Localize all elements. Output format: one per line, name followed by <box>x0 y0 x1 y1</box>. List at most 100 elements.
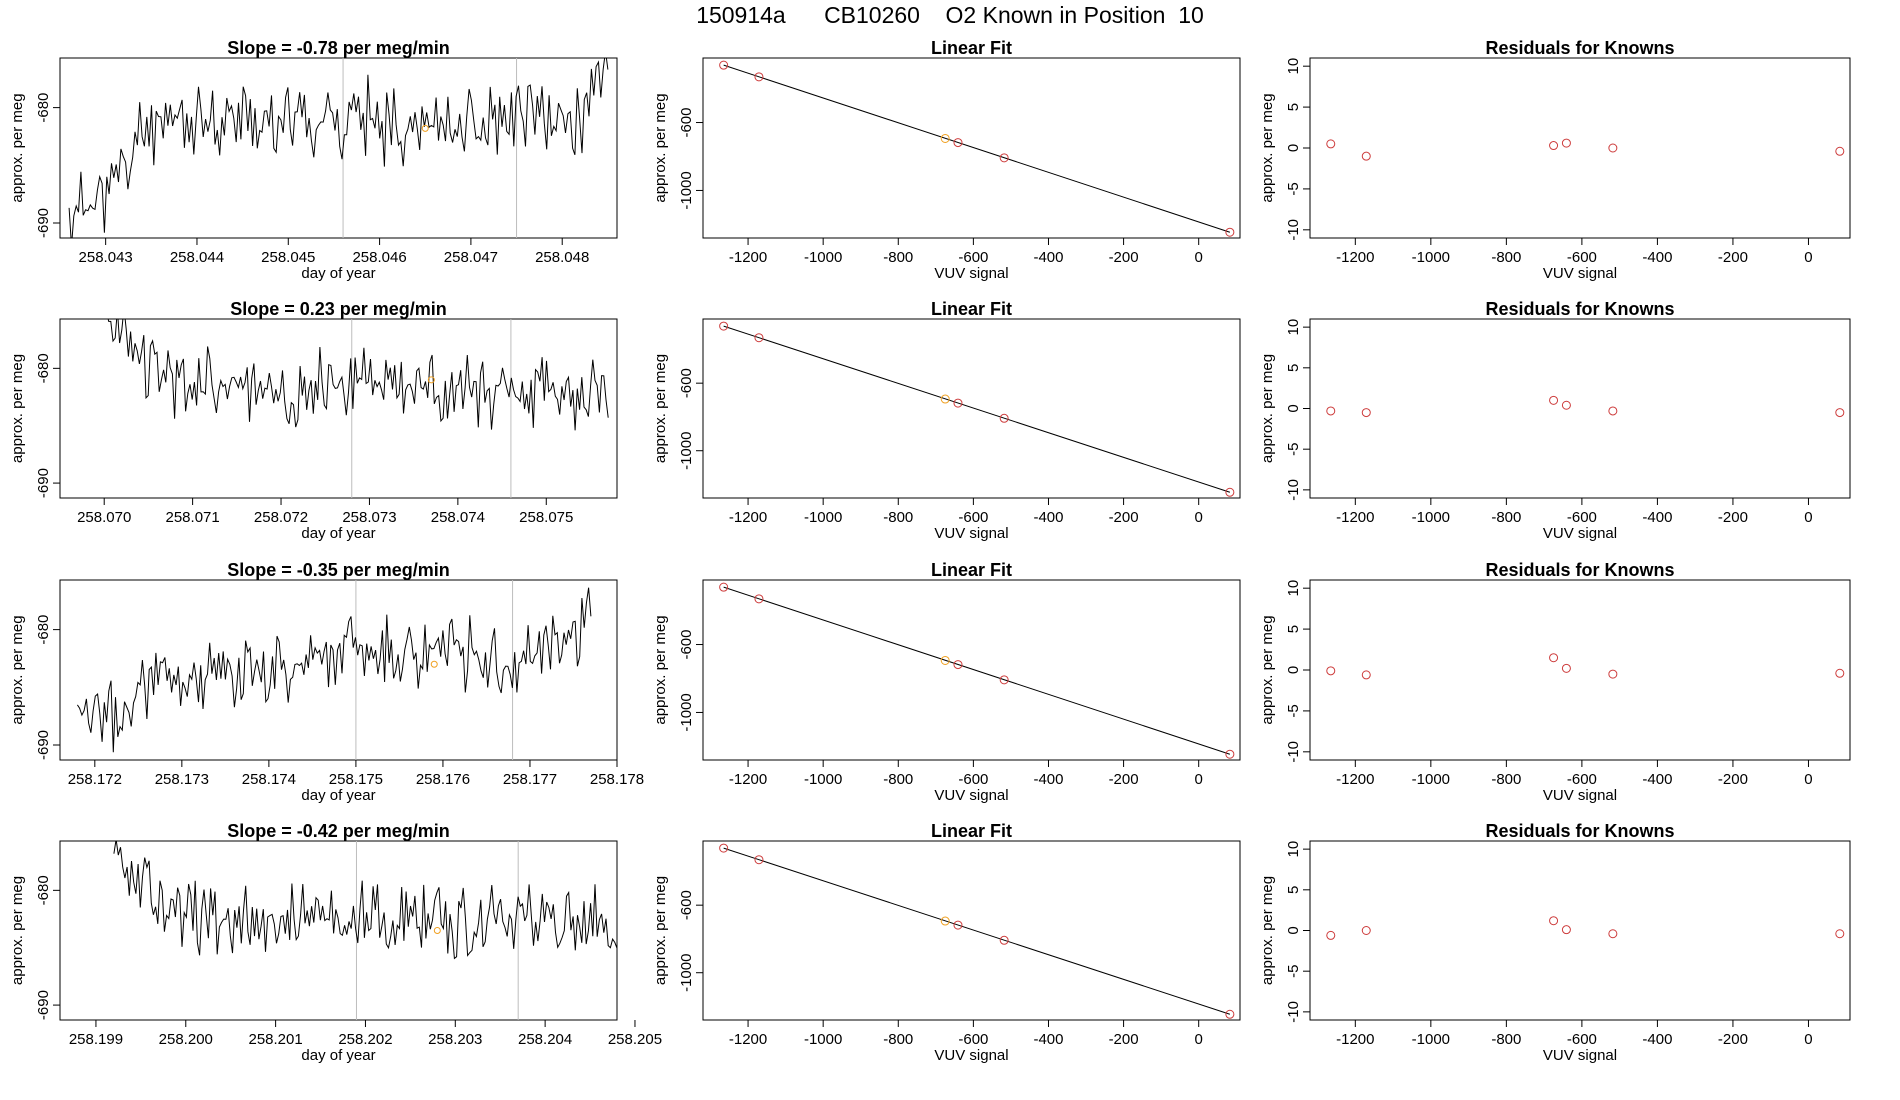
highlight-point <box>940 394 950 404</box>
plot-frame <box>702 579 1241 761</box>
x-tick-label: 0 <box>1195 249 1203 266</box>
y-axis-label: approx. per meg <box>652 354 669 463</box>
known-point <box>953 138 963 148</box>
known-point <box>1608 929 1618 939</box>
y-tick-label: 5 <box>1285 103 1302 111</box>
plot-data <box>68 58 609 238</box>
x-tick-label: 258.074 <box>431 509 485 526</box>
x-tick-label: 258.172 <box>68 771 122 788</box>
plot-frame <box>59 840 618 1021</box>
plot-title: Linear Fit <box>931 299 1012 319</box>
x-tick-label: -1200 <box>729 771 767 788</box>
x-tick-label: -1000 <box>1412 771 1450 788</box>
y-tick-label: 10 <box>1285 319 1302 336</box>
plot-frame <box>702 840 1241 1021</box>
y-tick-label: 0 <box>1285 666 1302 674</box>
x-tick-label: -1000 <box>1412 249 1450 266</box>
known-point <box>1608 406 1618 416</box>
panel-1-fit: Linear Fit -1200 -1000 -800 -600 -400 -200 0 VUV… <box>652 38 1241 282</box>
x-tick-label: -800 <box>883 249 913 266</box>
x-tick-label: 258.075 <box>519 509 573 526</box>
x-tick-label: -200 <box>1109 771 1139 788</box>
page-title: 150914a CB10260 O2 Known in Position 10 <box>696 2 1204 28</box>
plot-frame <box>1309 579 1851 761</box>
known-point <box>754 855 764 865</box>
x-tick-label: 258.043 <box>79 249 133 266</box>
plot-data <box>1326 653 1845 680</box>
y-axis-label: approx. per meg <box>652 615 669 724</box>
panel-3-fit: Linear Fit -1200 -1000 -800 -600 -400 -200 0 VUV… <box>652 560 1241 804</box>
plot-data <box>1326 916 1845 940</box>
known-point <box>1835 146 1845 156</box>
known-point <box>1561 925 1571 935</box>
y-tick-label: 10 <box>1285 58 1302 75</box>
known-point <box>719 843 729 853</box>
plot-frame <box>59 57 618 239</box>
highlight-point <box>940 655 950 665</box>
highlight-point <box>433 927 441 934</box>
known-point <box>1835 668 1845 678</box>
panel-4-timeseries: Slope = -0.42 per meg/min 258.199 258.200 2… <box>9 821 662 1064</box>
y-tick-label: -600 <box>678 108 695 138</box>
x-axis-label: day of year <box>301 265 375 282</box>
y-axis-label: approx. per meg <box>652 93 669 202</box>
y-tick-label: -690 <box>35 208 52 238</box>
x-tick-label: -600 <box>958 771 988 788</box>
y-tick-label: -600 <box>678 630 695 660</box>
known-point <box>1549 395 1559 405</box>
x-tick-label: -1200 <box>1336 249 1374 266</box>
x-tick-label: 0 <box>1195 1031 1203 1048</box>
plot-title: Residuals for Knowns <box>1485 299 1674 319</box>
x-tick-label: 258.044 <box>170 249 224 266</box>
x-tick-label: 258.176 <box>416 771 470 788</box>
y-tick-label: -1000 <box>678 954 695 992</box>
x-tick-label: 258.071 <box>166 509 220 526</box>
known-point <box>1326 930 1336 940</box>
x-tick-label: -800 <box>1491 509 1521 526</box>
known-point <box>719 582 729 592</box>
x-tick-label: 258.177 <box>503 771 557 788</box>
known-point <box>999 413 1009 423</box>
x-tick-label: -1200 <box>729 249 767 266</box>
fit-line <box>723 847 1231 1015</box>
x-tick-label: -1200 <box>1336 509 1374 526</box>
x-tick-label: -1000 <box>804 1031 842 1048</box>
x-tick-label: -800 <box>1491 1031 1521 1048</box>
y-tick-label: -5 <box>1285 182 1302 195</box>
known-point <box>719 60 729 70</box>
plot-title: Slope = 0.23 per meg/min <box>230 299 447 319</box>
y-tick-label: -10 <box>1285 741 1302 763</box>
x-tick-label: -200 <box>1109 1031 1139 1048</box>
x-tick-label: 258.199 <box>69 1031 123 1048</box>
known-point <box>1561 138 1571 148</box>
known-point <box>1225 487 1235 497</box>
plot-data <box>1326 138 1845 161</box>
x-tick-label: -600 <box>1567 249 1597 266</box>
known-point <box>953 398 963 408</box>
x-tick-label: 258.174 <box>242 771 296 788</box>
plot-frame <box>1309 840 1851 1021</box>
plot-data <box>719 843 1235 1019</box>
panel-1-residuals: Residuals for Knowns-1200 -1000 -800 -600 -4… <box>1259 38 1851 282</box>
x-tick-label: -600 <box>1567 1031 1597 1048</box>
plot-data <box>76 580 592 760</box>
x-tick-label: -400 <box>1033 509 1063 526</box>
known-point <box>1326 406 1336 416</box>
x-axis-label: VUV signal <box>1543 525 1617 542</box>
known-point <box>999 935 1009 945</box>
y-tick-label: 5 <box>1285 886 1302 894</box>
x-tick-label: -1200 <box>1336 771 1374 788</box>
x-axis-label: day of year <box>301 1047 375 1064</box>
known-point <box>953 920 963 930</box>
x-axis-label: VUV signal <box>1543 1047 1617 1064</box>
x-tick-label: 258.202 <box>338 1031 392 1048</box>
x-tick-label: -200 <box>1109 509 1139 526</box>
y-axis-label: approx. per meg <box>652 876 669 985</box>
x-tick-label: 0 <box>1804 1031 1812 1048</box>
x-tick-label: 258.204 <box>518 1031 572 1048</box>
y-axis-label: approx. per meg <box>1259 876 1276 985</box>
known-point <box>1225 749 1235 759</box>
x-tick-label: -400 <box>1642 509 1672 526</box>
x-tick-label: -400 <box>1033 249 1063 266</box>
